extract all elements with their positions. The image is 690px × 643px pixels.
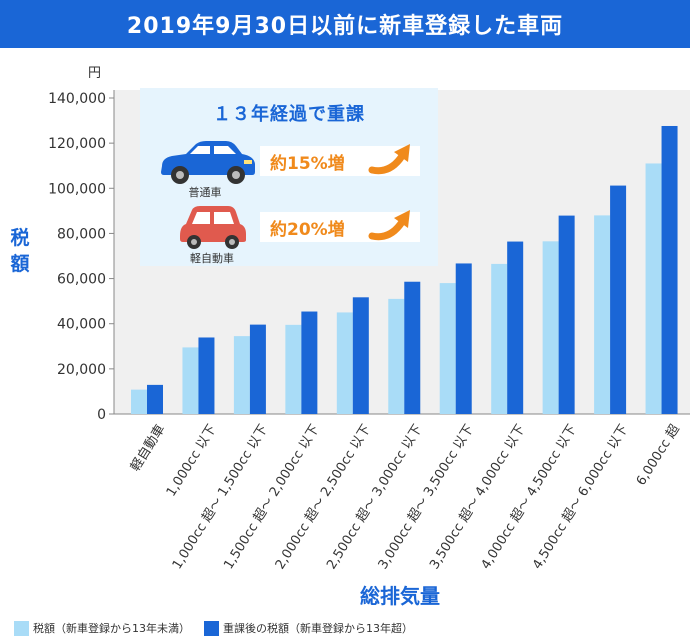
callout-title: １３年経過で重課 (213, 104, 365, 125)
y-tick-label: 140,000 (48, 91, 106, 107)
y-tick-label: 100,000 (48, 181, 106, 197)
bar-after (352, 297, 369, 414)
y-tick-label: 0 (97, 407, 106, 423)
bar-after (301, 311, 318, 414)
legend-swatch-dark (204, 620, 219, 636)
callout-item-label-sedan: 普通車 (188, 186, 222, 199)
bar-before (233, 336, 250, 414)
x-tick-label: 1,000cc 以下 (164, 422, 220, 499)
legend: 税額（新車登録から13年未満） 重課後の税額（新車登録から13年超） (14, 620, 427, 636)
up-arrow-icon (368, 144, 410, 175)
bar-after (147, 384, 163, 414)
legend-swatch-light (14, 620, 29, 636)
x-tick-label: 4,000cc 超～ 4,500cc 以下 (479, 422, 580, 572)
x-tick-label: 1,500cc 超～ 2,000cc 以下 (221, 422, 322, 572)
bar-before (439, 283, 456, 414)
bar-after (249, 324, 266, 414)
legend-item: 重課後の税額（新車登録から13年超） (204, 620, 413, 636)
callout-box: １３年経過で重課 普通車 約15%増 軽自動車 約20%増 (140, 88, 438, 266)
bar-after (558, 215, 575, 414)
x-tick-label: 2,000cc 超～ 2,500cc 以下 (273, 422, 374, 572)
y-tick-label: 60,000 (57, 272, 106, 288)
percent-text-kei: 約20%増 (270, 219, 345, 240)
bar-after (198, 337, 215, 414)
bar-before (336, 312, 353, 414)
percent-band-sedan: 約15%増 (260, 146, 420, 176)
legend-label: 税額（新車登録から13年未満） (33, 622, 190, 635)
bar-after (507, 241, 524, 414)
y-axis-label-text: 税額 (10, 227, 30, 275)
y-tick-label: 20,000 (57, 362, 106, 378)
legend-item: 税額（新車登録から13年未満） (14, 620, 190, 636)
bar-before (542, 241, 559, 414)
bar-before (594, 215, 611, 414)
sedan-car-icon (161, 141, 255, 184)
bar-before (131, 389, 147, 414)
bar-after (661, 125, 678, 414)
x-tick-label: 3,500cc 超～ 4,000cc 以下 (427, 422, 528, 572)
bar-before (645, 163, 662, 414)
bar-after (404, 281, 421, 414)
x-tick-label: 軽自動車 (128, 422, 168, 474)
legend-label: 重課後の税額（新車登録から13年超） (223, 622, 413, 635)
bar-before (182, 347, 199, 414)
x-tick-label: 6,000cc 超 (634, 422, 683, 488)
y-tick-label: 40,000 (57, 317, 106, 333)
x-tick-label: 1,000cc 超～ 1,500cc 以下 (170, 422, 271, 572)
x-tick-label: 4,500cc 超～ 6,000cc 以下 (530, 422, 631, 572)
callout-item-label-kei: 軽自動車 (190, 252, 234, 265)
x-tick-label: 2,500cc 超～ 3,000cc 以下 (324, 422, 425, 572)
chart-title: 2019年9月30日以前に新車登録した車両 (0, 0, 690, 48)
y-axis-unit: 円 (88, 66, 102, 81)
y-tick-label: 80,000 (57, 226, 106, 242)
bar-after (610, 185, 627, 414)
x-tick-label: 3,000cc 超～ 3,500cc 以下 (376, 422, 477, 572)
up-arrow-icon (368, 210, 410, 241)
kei-car-icon (180, 206, 246, 249)
bar-before (491, 263, 508, 414)
bar-before (285, 324, 302, 414)
x-axis-label: 総排気量 (360, 584, 440, 608)
y-axis-label: 税額 (8, 225, 32, 277)
bar-after (455, 263, 472, 414)
y-tick-label: 120,000 (48, 136, 106, 152)
bar-before (388, 298, 405, 414)
percent-text-sedan: 約15%増 (270, 153, 345, 174)
